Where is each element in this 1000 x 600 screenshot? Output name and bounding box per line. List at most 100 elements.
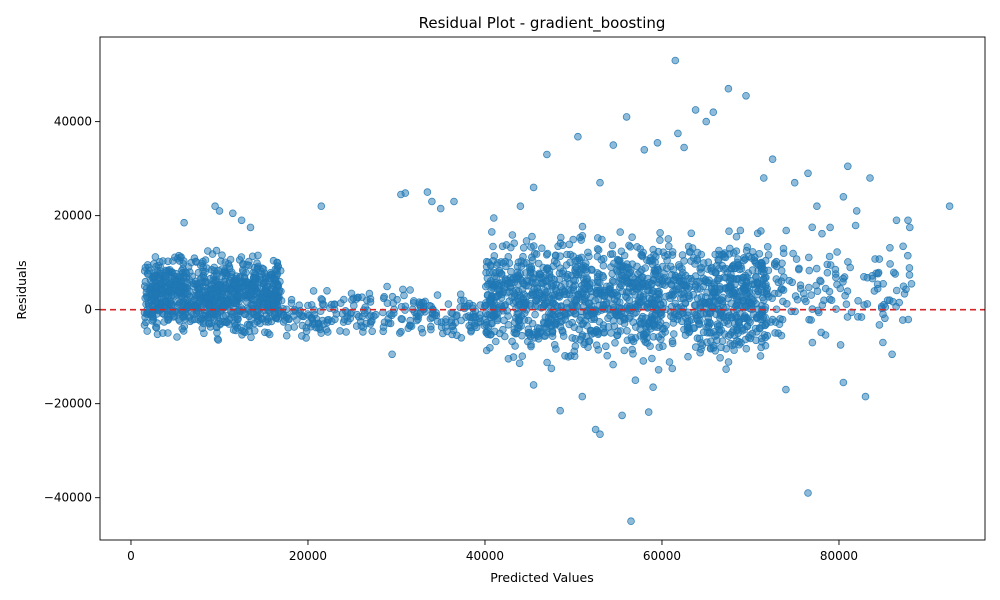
data-point bbox=[649, 332, 658, 341]
data-point bbox=[607, 263, 615, 271]
data-point bbox=[230, 281, 239, 289]
data-point bbox=[695, 319, 703, 328]
data-point bbox=[804, 283, 813, 292]
y-tick-label: 0 bbox=[84, 303, 92, 317]
data-point bbox=[649, 383, 657, 392]
data-point bbox=[459, 296, 468, 305]
plot-frame bbox=[99, 36, 986, 541]
data-point bbox=[759, 174, 768, 182]
data-point bbox=[437, 323, 446, 331]
data-point bbox=[220, 284, 228, 292]
data-point bbox=[497, 281, 506, 290]
data-point bbox=[230, 298, 239, 307]
data-point bbox=[558, 326, 566, 335]
data-point bbox=[388, 350, 396, 359]
data-point bbox=[426, 322, 435, 331]
data-point bbox=[397, 314, 406, 323]
data-point bbox=[279, 304, 287, 313]
data-point bbox=[513, 275, 521, 283]
data-point bbox=[812, 264, 821, 273]
data-point bbox=[401, 189, 410, 197]
data-point bbox=[528, 256, 537, 265]
data-point bbox=[649, 245, 657, 254]
data-point bbox=[808, 223, 816, 232]
data-point bbox=[268, 296, 277, 304]
data-point bbox=[237, 216, 246, 225]
data-point bbox=[568, 301, 576, 310]
data-point bbox=[220, 269, 228, 277]
data-point bbox=[253, 288, 262, 297]
data-point bbox=[839, 193, 848, 201]
data-point bbox=[870, 287, 879, 295]
data-point bbox=[497, 270, 506, 278]
data-point bbox=[746, 318, 754, 327]
data-point bbox=[519, 279, 527, 287]
data-point bbox=[737, 264, 746, 273]
data-point bbox=[685, 291, 693, 299]
data-point bbox=[713, 320, 722, 329]
data-point bbox=[895, 298, 903, 307]
data-point bbox=[383, 282, 391, 291]
data-point bbox=[664, 235, 673, 243]
data-point bbox=[644, 408, 653, 416]
data-point bbox=[547, 295, 556, 304]
data-point bbox=[813, 287, 822, 296]
data-point bbox=[643, 303, 651, 311]
data-point bbox=[317, 202, 326, 211]
data-point bbox=[196, 298, 204, 306]
data-point bbox=[905, 271, 914, 279]
data-point bbox=[903, 251, 912, 260]
data-point bbox=[804, 489, 812, 497]
data-point bbox=[620, 315, 628, 324]
data-point bbox=[161, 268, 170, 277]
data-point bbox=[212, 246, 221, 255]
data-point bbox=[483, 280, 492, 289]
data-point bbox=[826, 261, 835, 269]
data-point bbox=[570, 323, 579, 332]
data-point bbox=[671, 56, 680, 65]
data-point bbox=[635, 317, 644, 326]
data-point bbox=[763, 243, 772, 251]
data-point bbox=[243, 278, 252, 286]
data-point bbox=[261, 287, 270, 296]
data-point bbox=[194, 290, 203, 298]
data-point bbox=[724, 332, 733, 340]
y-tick-label: −20000 bbox=[44, 397, 92, 411]
data-point bbox=[594, 345, 603, 354]
data-point bbox=[215, 207, 224, 215]
data-point bbox=[734, 329, 742, 338]
data-point bbox=[569, 235, 577, 244]
data-point bbox=[693, 334, 702, 343]
data-point bbox=[599, 273, 608, 282]
data-point bbox=[388, 292, 397, 301]
data-point bbox=[777, 266, 786, 275]
data-point bbox=[594, 246, 603, 254]
data-point bbox=[777, 331, 786, 340]
data-point bbox=[625, 284, 634, 292]
data-point bbox=[891, 270, 899, 278]
data-point bbox=[808, 338, 817, 347]
data-point bbox=[323, 286, 331, 295]
data-point bbox=[785, 276, 794, 285]
data-point bbox=[722, 344, 730, 353]
data-point bbox=[204, 301, 213, 310]
data-point bbox=[720, 252, 728, 261]
data-point bbox=[510, 290, 519, 298]
data-point bbox=[485, 310, 494, 319]
data-point bbox=[150, 272, 158, 281]
data-point bbox=[529, 242, 538, 250]
data-point bbox=[826, 223, 834, 232]
data-point bbox=[556, 406, 564, 415]
data-point bbox=[562, 261, 571, 269]
data-point bbox=[483, 290, 492, 299]
data-point bbox=[292, 316, 301, 324]
data-point bbox=[517, 257, 525, 265]
data-point bbox=[250, 326, 259, 335]
data-point bbox=[748, 266, 757, 274]
data-point bbox=[879, 279, 887, 288]
data-point bbox=[397, 327, 405, 336]
data-point bbox=[160, 304, 169, 313]
data-point bbox=[633, 243, 641, 251]
data-point bbox=[500, 316, 508, 325]
